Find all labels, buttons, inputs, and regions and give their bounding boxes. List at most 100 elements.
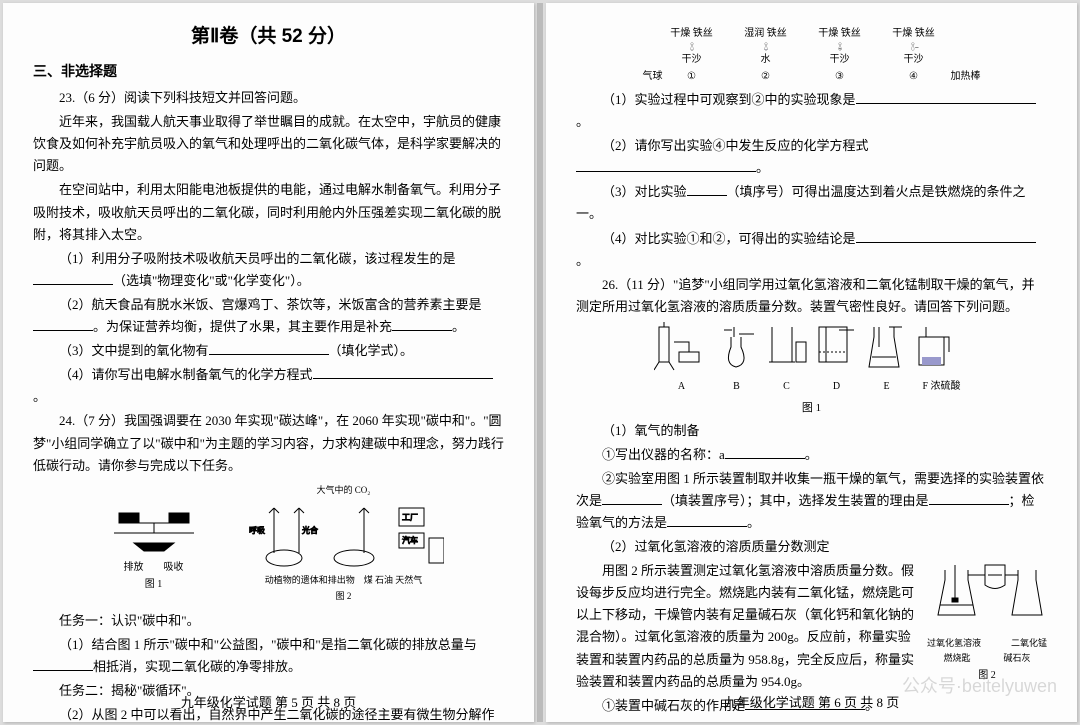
q24-head: 24.（7 分）我国强调要在 2030 年实现"碳达峰"，在 2060 年实现"… <box>33 410 504 476</box>
label: A <box>652 378 712 395</box>
q26-head: 26.（11 分）"追梦"小组同学用过氧化氢溶液和二氧化锰制取干燥的氧气，并测定… <box>576 274 1047 318</box>
label: 碱石灰 <box>1003 651 1030 666</box>
q23-1: （1）利用分子吸附技术吸收航天员呼出的二氧化碳，该过程发生的是 （选填"物理变化"… <box>33 248 504 292</box>
text: （4）对比实验①和②，可得出的实验结论是 <box>602 231 856 246</box>
label: 加热棒 <box>951 68 981 85</box>
svg-text:工厂: 工厂 <box>402 513 418 522</box>
q-pts: （6 分） <box>75 90 124 105</box>
label: 湿润 铁丝 <box>744 25 787 42</box>
q26-e: ②请计算该过氧化氢溶液中溶质的质量分数（写出具体计算过程）。 <box>576 719 1047 722</box>
num: ③ <box>835 68 844 85</box>
text: 。 <box>452 319 465 334</box>
blank <box>602 490 662 505</box>
blank <box>392 316 452 331</box>
q25-figure: 气球 干燥 铁丝干沙① 湿润 铁丝水② 干燥 铁丝CO₂干沙③ 干燥 铁丝干沙④… <box>576 25 1047 85</box>
text: ①写出仪器的名称：a <box>602 447 725 462</box>
text: （2）航天食品有脱水米饭、宫爆鸡丁、茶饮等，米饭富含的营养素主要是 <box>59 297 482 312</box>
blank <box>725 444 805 459</box>
q23-p1: 近年来，我国载人航天事业取得了举世瞩目的成就。在太空中，宇航员的健康饮食及如何补… <box>33 111 504 177</box>
q24-figure: 排放 吸收 图 1 大气中的 CO₂ 呼吸 光合 工厂 汽车 动植物的遗体和排出… <box>33 483 504 604</box>
label: 干燥 铁丝 <box>892 25 935 42</box>
label: 气球 <box>643 68 663 85</box>
caption: 图 2 <box>239 589 449 604</box>
q23-4: （4）请你写出电解水制备氧气的化学方程式。 <box>33 364 504 408</box>
spine <box>537 3 543 722</box>
label: 干沙 <box>682 51 702 68</box>
q25-4: （4）对比实验①和②，可得出的实验结论是。 <box>576 228 1047 272</box>
q-num: 26. <box>602 277 618 292</box>
text: （填化学式）。 <box>329 343 414 358</box>
text: 。 <box>805 447 818 462</box>
label: B <box>712 378 762 395</box>
q-pts: （7 分） <box>75 413 124 428</box>
text: （3）文中提到的氧化物有 <box>59 343 209 358</box>
blank <box>667 512 747 527</box>
q24-t1: 任务一：认识"碳中和"。 <box>33 610 504 632</box>
text: 。 <box>33 389 46 404</box>
q25-1: （1）实验过程中可观察到②中的实验现象是。 <box>576 89 1047 133</box>
q26-p1: （1）氧气的制备 <box>576 420 1047 442</box>
fig1-caption: 图 1 <box>576 399 1047 418</box>
label: 煤 石油 天然气 <box>364 575 423 585</box>
flask-2: 湿润 铁丝水② <box>741 25 791 85</box>
label: 过氧化氢溶液 <box>927 636 981 651</box>
page-right: 气球 干燥 铁丝干沙① 湿润 铁丝水② 干燥 铁丝CO₂干沙③ 干燥 铁丝干沙④… <box>546 3 1077 722</box>
text: 。为保证营养均衡，提供了水果，其主要作用是补充 <box>93 319 392 334</box>
flask-1: 干燥 铁丝干沙① <box>667 25 717 85</box>
blank <box>687 181 727 196</box>
label: 水 <box>761 51 771 68</box>
blank <box>33 270 113 285</box>
part-header: 第Ⅱ卷（共 52 分） <box>33 21 504 53</box>
q23-3: （3）文中提到的氧化物有 （填化学式）。 <box>33 340 504 362</box>
blank <box>209 340 329 355</box>
blank <box>856 228 1036 243</box>
text: 。 <box>747 515 760 530</box>
text: （填装置序号）；其中，选择发生装置的理由是 <box>662 493 929 508</box>
q26-p2: （2）过氧化氢溶液的溶质质量分数测定 <box>576 536 1047 558</box>
text: （1）实验过程中可观察到②中的实验现象是 <box>602 92 856 107</box>
label: 排放 <box>124 562 144 573</box>
label: 燃烧匙 <box>943 651 970 666</box>
text: （3）对比实验 <box>602 184 687 199</box>
text: （2）请你写出实验④中发生反应的化学方程式 <box>602 138 869 153</box>
blank <box>33 656 93 671</box>
text: （4）请你写出电解水制备氧气的化学方程式 <box>59 367 313 382</box>
q26-a: ①写出仪器的名称：a 。 <box>576 444 1047 466</box>
label: C <box>762 378 812 395</box>
label: 吸收 <box>164 562 184 573</box>
q25-2: （2）请你写出实验④中发生反应的化学方程式。 <box>576 135 1047 179</box>
svg-text:汽车: 汽车 <box>402 535 418 545</box>
blank <box>313 364 493 379</box>
label: 干沙 <box>830 51 850 68</box>
q26-figure1: A B C D E F 浓硫酸 <box>576 322 1047 395</box>
text: 。 <box>756 160 769 175</box>
svg-text:呼吸: 呼吸 <box>249 525 265 535</box>
svg-text:光合: 光合 <box>302 525 318 535</box>
text: 。 <box>576 114 589 129</box>
q25-3: （3）对比实验（填序号）可得出温度达到着火点是铁燃烧的条件之一。 <box>576 181 1047 225</box>
blank <box>576 157 756 172</box>
q-intro: 阅读下列科技短文并回答问题。 <box>124 90 306 105</box>
blank <box>929 490 1009 505</box>
label: 动植物的遗体和排出物 <box>265 575 355 585</box>
flask-3: 干燥 铁丝CO₂干沙③ <box>815 25 865 85</box>
q26-figure2: 过氧化氢溶液 二氧化锰 燃烧匙 碱石灰 图 2 <box>927 560 1047 684</box>
caption: 图 1 <box>89 576 219 593</box>
text: 相抵消，实现二氧化碳的净零排放。 <box>93 659 301 674</box>
label: D <box>812 378 862 395</box>
label: 干沙 <box>904 51 924 68</box>
label: 干燥 铁丝 <box>818 25 861 42</box>
text: （1）结合图 1 所示"碳中和"公益图，"碳中和"是指二氧化碳的排放总量与 <box>59 637 477 652</box>
num: ② <box>761 68 770 85</box>
text: （选填"物理变化"或"化学变化"）。 <box>113 273 310 288</box>
text: （1）利用分子吸附技术吸收航天员呼出的二氧化碳，该过程发生的是 <box>59 251 456 266</box>
q23-2: （2）航天食品有脱水米饭、宫爆鸡丁、茶饮等，米饭富含的营养素主要是。为保证营养均… <box>33 294 504 338</box>
q26-b: ②实验室用图 1 所示装置制取并收集一瓶干燥的氧气，需要选择的实验装置依次是（填… <box>576 468 1047 534</box>
page-left: 第Ⅱ卷（共 52 分） 三、非选择题 23.（6 分）阅读下列科技短文并回答问题… <box>3 3 534 722</box>
section-title: 三、非选择题 <box>33 61 504 85</box>
q23-head: 23.（6 分）阅读下列科技短文并回答问题。 <box>33 87 504 109</box>
label: 浓硫酸 <box>931 381 961 392</box>
flask-4: 干燥 铁丝干沙④ <box>889 25 939 85</box>
q-num: 23. <box>59 90 75 105</box>
blank <box>33 316 93 331</box>
